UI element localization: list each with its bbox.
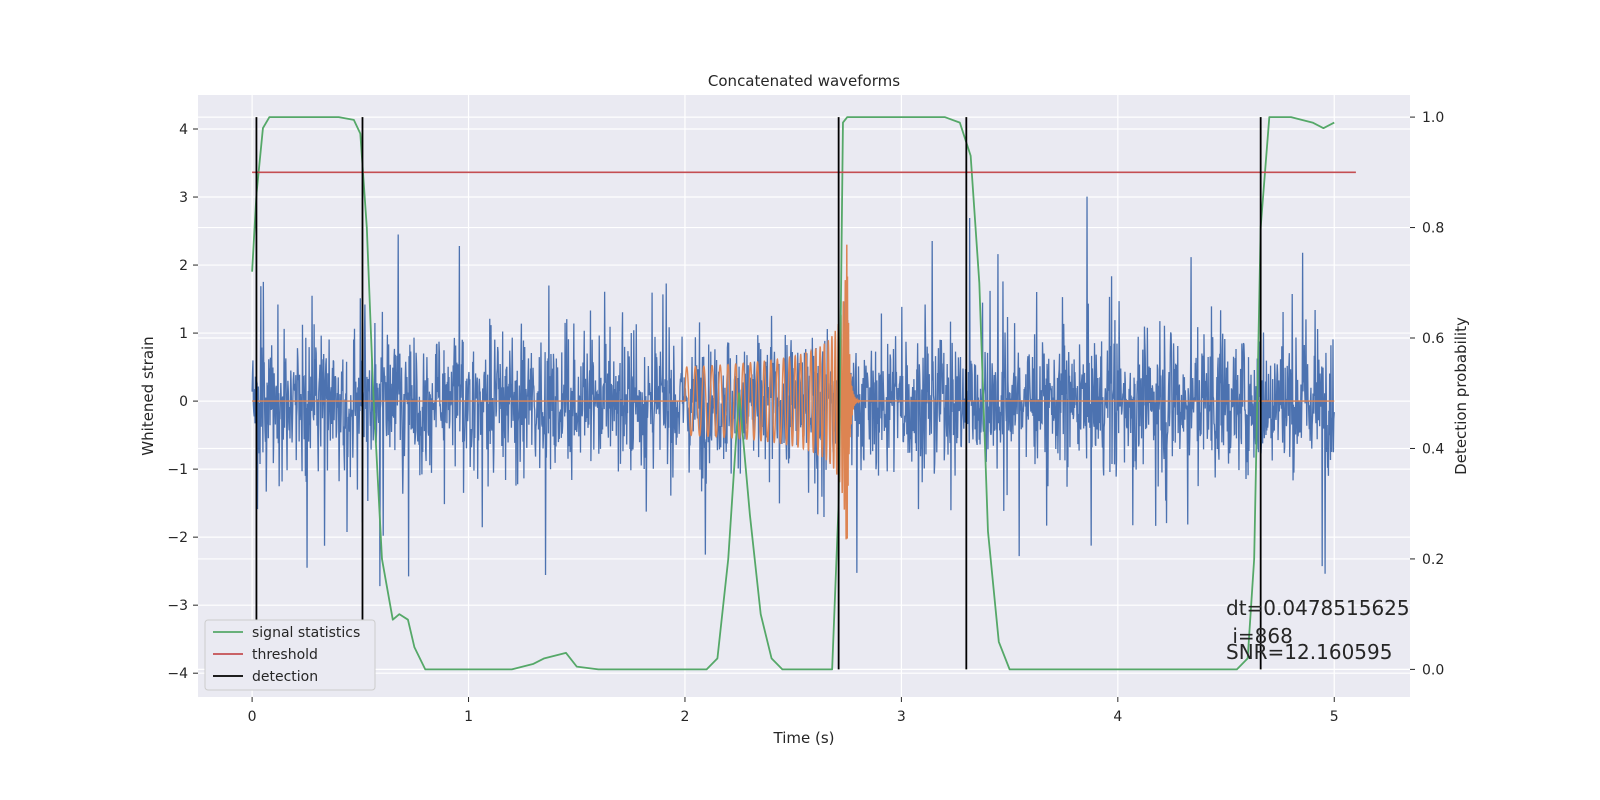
y-tick-label: 2 xyxy=(179,258,188,274)
y-tick-label: −4 xyxy=(167,666,188,682)
legend-box xyxy=(204,619,376,691)
y-right-tick-label: 0.6 xyxy=(1422,331,1444,347)
x-tick-label: 2 xyxy=(681,709,690,725)
annotation-snr: SNR=12.160595 xyxy=(1226,640,1392,664)
legend-label-detection: detection xyxy=(252,669,318,685)
y-right-tick-label: 0.4 xyxy=(1422,441,1444,457)
y-right-tick-label: 1.0 xyxy=(1422,110,1444,126)
annotation-index: i=868 xyxy=(1226,624,1293,648)
axes-layer: 0 1 2 3 4 5 −4 −3 −2 −1 0 1 2 3 4 0.0 0.2 0.4 0.6 0.8 1.0 xyxy=(167,110,1444,725)
legend-label-signal-statistics: signal statistics xyxy=(252,625,360,641)
y-right-tick-label: 0.2 xyxy=(1422,552,1444,568)
injected-waveform-line xyxy=(252,244,1335,540)
y-tick-label: −2 xyxy=(167,530,188,546)
y-axis-label: Whitened strain xyxy=(139,336,157,455)
y-tick-label: 3 xyxy=(179,190,188,206)
legend-label-threshold: threshold xyxy=(252,647,318,663)
signal-statistics-line xyxy=(251,116,1335,671)
chart-title: Concatenated waveforms xyxy=(708,72,900,90)
y-axis-right-label: Detection probability xyxy=(1452,317,1470,475)
annotation-dt: dt=0.0478515625 xyxy=(1226,596,1410,620)
x-tick-label: 5 xyxy=(1330,709,1339,725)
x-axis-label: Time (s) xyxy=(773,729,835,747)
data-layer xyxy=(251,116,1356,671)
y-tick-label: 4 xyxy=(179,122,188,138)
x-tick-label: 0 xyxy=(248,709,257,725)
legend: signal statistics threshold detection xyxy=(204,619,376,691)
x-tick-label: 1 xyxy=(464,709,473,725)
y-tick-label: 1 xyxy=(179,326,188,342)
y-right-tick-label: 0.0 xyxy=(1422,662,1444,678)
x-tick-label: 3 xyxy=(897,709,906,725)
x-tick-label: 4 xyxy=(1113,709,1122,725)
y-right-tick-label: 0.8 xyxy=(1422,221,1444,237)
y-tick-label: −3 xyxy=(167,598,188,614)
annotation-block: dt=0.0478515625 i=868 SNR=12.160595 xyxy=(1226,596,1410,664)
y-tick-label: 0 xyxy=(179,394,188,410)
y-tick-label: −1 xyxy=(167,462,188,478)
